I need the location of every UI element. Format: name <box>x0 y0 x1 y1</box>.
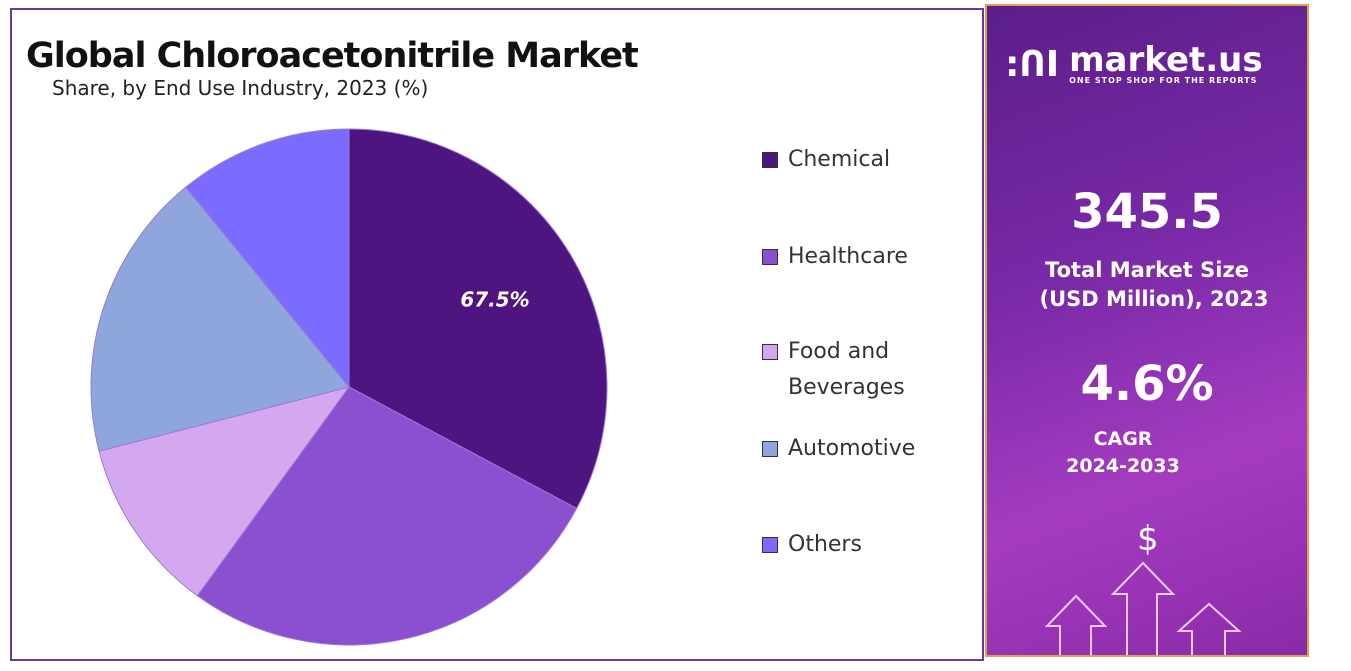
chart-title: Global Chloroacetonitrile Market <box>26 36 639 76</box>
legend-label: Chemical <box>788 147 891 172</box>
legend-item: Automotive <box>762 431 962 467</box>
cagr-value: 4.6% <box>1080 356 1214 412</box>
pie-slice-others <box>185 128 350 389</box>
legend-label: Food and Beverages <box>788 339 905 400</box>
legend-label: Healthcare <box>788 244 908 269</box>
chart-frame <box>10 8 984 661</box>
legend-swatch <box>762 537 778 553</box>
legend-item: Healthcare <box>762 239 962 275</box>
brand-tagline: ONE STOP SHOP FOR THE REPORTS <box>1069 76 1258 85</box>
dollar-icon: $ <box>1137 519 1159 559</box>
market-us-logo-icon: :ՈI <box>1005 44 1060 85</box>
legend-swatch <box>762 344 778 360</box>
legend-item: Food and Beverages <box>762 334 962 406</box>
legend-label: Automotive <box>788 436 916 461</box>
logo: :ՈI market.us ONE STOP SHOP FOR THE REPO… <box>1005 40 1263 85</box>
growth-arrows-icon <box>1044 561 1242 655</box>
legend-swatch <box>762 441 778 457</box>
legend-item: Others <box>762 527 962 563</box>
legend-swatch <box>762 249 778 265</box>
info-panel: :ՈI market.us ONE STOP SHOP FOR THE REPO… <box>985 4 1309 657</box>
market-size-label: Total Market Size <box>1045 258 1249 282</box>
brand-name: market.us <box>1069 40 1263 80</box>
market-size-value: 345.5 <box>1071 184 1223 240</box>
legend-swatch <box>762 152 778 168</box>
legend-label: Others <box>788 532 862 557</box>
pie-slice-automotive <box>90 186 350 452</box>
cagr-label: CAGR <box>1093 428 1153 450</box>
market-size-unit: (USD Million), 2023 <box>1039 287 1269 311</box>
pie-chart: 67.5% <box>90 128 608 646</box>
legend-item: Chemical <box>762 142 962 178</box>
pie-slice-healthcare <box>196 386 578 646</box>
chart-subtitle: Share, by End Use Industry, 2023 (%) <box>52 76 429 100</box>
pie-slice-chemical <box>348 128 608 510</box>
data-label: 67.5% <box>460 287 529 311</box>
pie-slice-food-and-beverages <box>98 386 351 597</box>
cagr-period: 2024-2033 <box>1066 455 1180 477</box>
